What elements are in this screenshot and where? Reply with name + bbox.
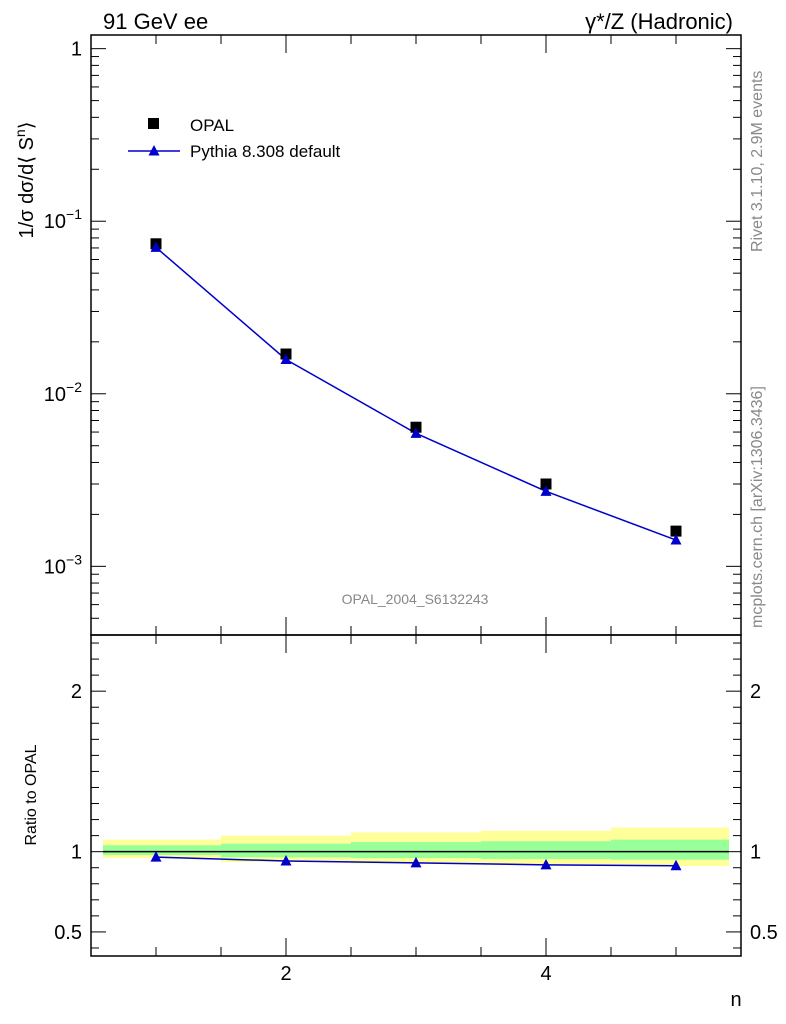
ylabel-pre: 1/σ dσ/d⟨ S bbox=[16, 137, 38, 238]
main-y-tick-label: 10−3 bbox=[44, 551, 82, 578]
mc-point bbox=[280, 353, 292, 364]
ratio-mc-point bbox=[540, 858, 552, 870]
data-point bbox=[410, 421, 422, 433]
tick-base: 1 bbox=[71, 39, 82, 61]
legend-mc-label: Pythia 8.308 default bbox=[190, 142, 341, 161]
ylabel-post: ⟩ bbox=[16, 121, 38, 129]
ratio-inner-band bbox=[221, 843, 351, 858]
data-point bbox=[540, 478, 552, 490]
mc-line bbox=[155, 246, 677, 541]
ratio-mc-point bbox=[280, 854, 292, 866]
mc-point bbox=[150, 241, 162, 252]
legend-data-marker bbox=[148, 118, 159, 129]
tick-base: 10 bbox=[44, 556, 66, 578]
main-y-tick-label: 1 bbox=[71, 39, 82, 61]
mc-point bbox=[540, 485, 552, 496]
ratio-y-tick-label-left: 0.5 bbox=[54, 922, 82, 944]
data-point bbox=[670, 525, 682, 537]
main-panel: OPAL_2004_S6132243 110−110−210−3 1/σ dσ/… bbox=[12, 34, 742, 636]
ratio-y-tick-label-right: 2 bbox=[750, 681, 761, 703]
rivet-version-label: Rivet 3.1.10, 2.9M events bbox=[749, 71, 766, 252]
ratio-y-tick-label-right: 0.5 bbox=[750, 922, 778, 944]
ratio-mc-point bbox=[150, 851, 162, 862]
ylabel-sup: n bbox=[12, 129, 28, 137]
mc-point bbox=[670, 534, 682, 545]
ratio-y-tick-label-left: 1 bbox=[71, 842, 82, 864]
mc-point bbox=[410, 427, 422, 438]
ratio-inner-band bbox=[103, 845, 221, 855]
ratio-axes: 2 4 0.5 0.5 1 1 2 2 bbox=[54, 635, 778, 985]
ratio-y-tick-label-left: 2 bbox=[71, 681, 82, 703]
legend-data-label: OPAL bbox=[190, 116, 234, 135]
ratio-panel: 2 4 0.5 0.5 1 1 2 2 Ratio to OPAL bbox=[23, 634, 778, 985]
header-right-title: γ*/Z (Hadronic) bbox=[585, 9, 733, 34]
ratio-frame bbox=[90, 634, 742, 957]
ratio-inner-band bbox=[611, 839, 729, 860]
ratio-y-axis-label: Ratio to OPAL bbox=[23, 744, 40, 845]
main-plot-layer bbox=[150, 238, 682, 545]
analysis-id-label: OPAL_2004_S6132243 bbox=[342, 591, 489, 607]
legend-mc-marker bbox=[148, 145, 160, 156]
main-axes: 110−110−210−3 bbox=[44, 35, 741, 636]
main-y-tick-label: 10−1 bbox=[44, 206, 82, 233]
x-tick-label: 2 bbox=[280, 963, 291, 985]
main-y-axis-label: 1/σ dσ/d⟨ Sn⟩ bbox=[12, 121, 38, 238]
ratio-mc-point bbox=[670, 859, 682, 871]
ratio-mc-point bbox=[410, 856, 422, 868]
source-label: mcplots.cern.ch [arXiv:1306.3436] bbox=[749, 386, 766, 628]
tick-base: 10 bbox=[44, 384, 66, 406]
main-frame bbox=[90, 34, 742, 636]
ratio-inner-band bbox=[351, 842, 481, 859]
header-left-title: 91 GeV ee bbox=[103, 9, 208, 34]
main-y-tick-label: 10−2 bbox=[44, 379, 82, 406]
tick-exponent: −3 bbox=[66, 551, 82, 567]
legend: OPAL Pythia 8.308 default bbox=[128, 116, 341, 161]
tick-exponent: −2 bbox=[66, 379, 82, 395]
x-axis-label: n bbox=[730, 989, 741, 1011]
ratio-plot-layer bbox=[103, 827, 729, 871]
ratio-inner-band bbox=[481, 841, 611, 859]
ratio-y-tick-label-right: 1 bbox=[750, 842, 761, 864]
x-tick-label: 4 bbox=[540, 963, 551, 985]
tick-base: 10 bbox=[44, 211, 66, 233]
tick-exponent: −1 bbox=[66, 206, 82, 222]
